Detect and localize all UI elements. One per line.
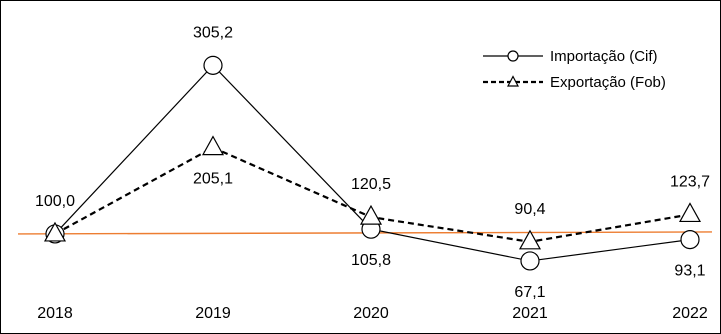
x-tick-2019: 2019 bbox=[195, 305, 231, 322]
legend-marker-exportacao bbox=[507, 75, 519, 87]
point-importacao-2019 bbox=[203, 55, 223, 75]
x-tick-2018: 2018 bbox=[37, 305, 73, 322]
legend-label-exportacao: Exportação (Fob) bbox=[550, 74, 666, 91]
legend-marker-importacao bbox=[507, 50, 519, 62]
data-label-importacao-2022: 93,1 bbox=[674, 263, 705, 280]
x-tick-2021: 2021 bbox=[512, 305, 548, 322]
data-label-exportacao-2021: 90,4 bbox=[514, 201, 545, 218]
data-label-importacao-2018: 100,0 bbox=[35, 193, 75, 210]
data-label-exportacao-2019: 205,1 bbox=[193, 171, 233, 188]
data-label-exportacao-2022: 123,7 bbox=[670, 173, 710, 190]
legend: Importação (Cif) Exportação (Fob) bbox=[483, 48, 666, 91]
point-importacao-2022 bbox=[680, 229, 700, 250]
point-exportacao-2018 bbox=[43, 221, 67, 242]
legend-label-importacao: Importação (Cif) bbox=[550, 48, 658, 65]
x-tick-2020: 2020 bbox=[353, 305, 389, 322]
point-exportacao-2019 bbox=[201, 135, 225, 156]
point-exportacao-2022 bbox=[678, 202, 702, 223]
point-exportacao-2020 bbox=[359, 204, 383, 225]
data-label-exportacao-2020: 120,5 bbox=[351, 176, 391, 193]
x-tick-2022: 2022 bbox=[672, 305, 708, 322]
data-label-importacao-2021: 67,1 bbox=[514, 284, 545, 301]
point-exportacao-2021 bbox=[518, 229, 542, 250]
point-importacao-2021 bbox=[520, 251, 540, 271]
data-label-importacao-2019: 305,2 bbox=[193, 24, 233, 41]
data-label-importacao-2020: 105,8 bbox=[351, 252, 391, 269]
